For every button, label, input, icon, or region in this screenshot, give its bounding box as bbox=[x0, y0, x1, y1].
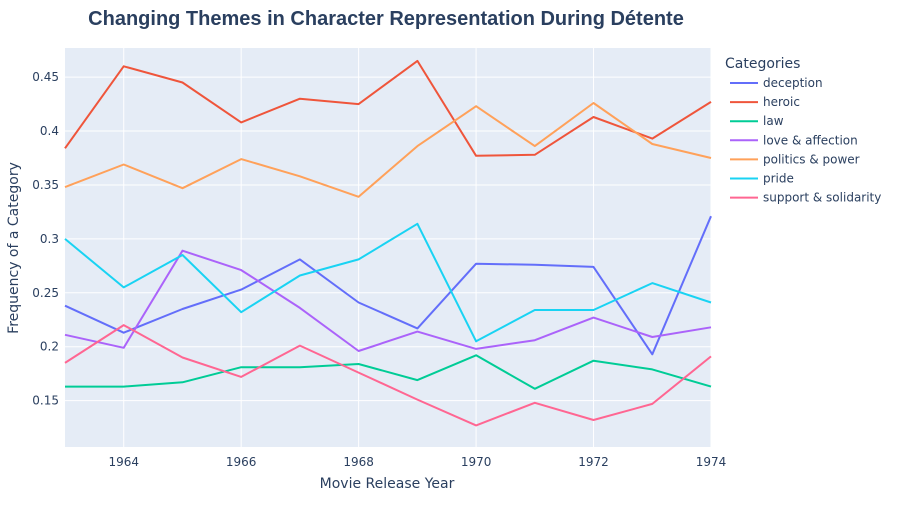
y-axis-title: Frequency of a Category bbox=[6, 162, 22, 334]
grid-lines bbox=[65, 48, 712, 447]
x-tick-label: 1966 bbox=[226, 455, 257, 469]
y-tick-label: 0.15 bbox=[32, 394, 59, 408]
y-tick-label: 0.35 bbox=[32, 178, 59, 192]
x-tick-label: 1964 bbox=[108, 455, 139, 469]
series-line-6 bbox=[64, 324, 712, 427]
series-line-1 bbox=[64, 59, 712, 157]
series-line-0 bbox=[64, 215, 712, 356]
y-tick-label: 0.4 bbox=[40, 124, 59, 138]
legend-item[interactable]: heroic bbox=[730, 95, 800, 109]
x-tick-label: 1970 bbox=[461, 455, 492, 469]
series-line-2 bbox=[65, 354, 712, 390]
legend-item[interactable]: deception bbox=[730, 76, 823, 90]
x-tick-label: 1972 bbox=[578, 455, 609, 469]
y-tick-label: 0.2 bbox=[40, 340, 59, 354]
legend-label: deception bbox=[763, 76, 823, 90]
legend-label: pride bbox=[763, 172, 794, 186]
series-lines bbox=[64, 59, 712, 427]
axis-ticks: 1964 1966 1968 1970 1972 1974 0.15 0.2 0.25 0.3 0.… bbox=[32, 70, 726, 469]
legend-label: support & solidarity bbox=[763, 191, 881, 205]
legend-item[interactable]: politics & power bbox=[730, 152, 860, 166]
legend: Categories deception heroic law love & affe… bbox=[725, 56, 881, 205]
legend-item[interactable]: law bbox=[730, 114, 784, 128]
legend-item[interactable]: pride bbox=[730, 172, 794, 186]
x-tick-label: 1968 bbox=[343, 455, 374, 469]
series-line-4 bbox=[64, 102, 712, 198]
series-line-3 bbox=[64, 249, 712, 352]
y-tick-label: 0.25 bbox=[32, 286, 59, 300]
chart-title: Changing Themes in Character Representat… bbox=[88, 8, 684, 30]
series-line-5 bbox=[64, 222, 712, 343]
x-tick-label: 1974 bbox=[696, 455, 727, 469]
legend-item[interactable]: love & affection bbox=[730, 133, 858, 147]
legend-label: law bbox=[763, 114, 784, 128]
legend-label: politics & power bbox=[763, 152, 860, 166]
legend-item[interactable]: support & solidarity bbox=[730, 191, 881, 205]
legend-label: heroic bbox=[763, 95, 800, 109]
y-tick-label: 0.3 bbox=[40, 232, 59, 246]
x-axis-title: Movie Release Year bbox=[320, 476, 455, 492]
legend-title: Categories bbox=[725, 56, 800, 72]
plot-area bbox=[65, 48, 711, 447]
y-tick-label: 0.45 bbox=[32, 70, 59, 84]
legend-label: love & affection bbox=[763, 133, 858, 147]
